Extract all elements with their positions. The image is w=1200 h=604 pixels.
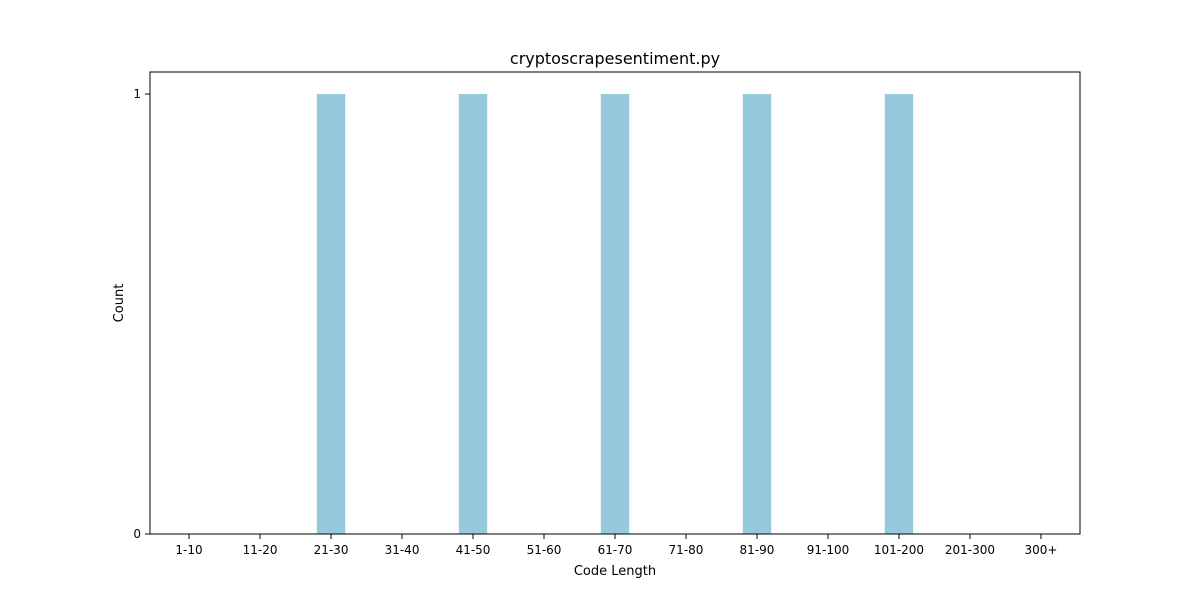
x-tick-label-21-30: 21-30 (314, 543, 349, 557)
bar-61-70 (600, 94, 630, 534)
y-axis-label: Count (112, 284, 127, 323)
x-tick-label-11-20: 11-20 (243, 543, 278, 557)
y-axis-ticks: 01 (133, 87, 150, 541)
x-tick-label-71-80: 71-80 (669, 543, 704, 557)
y-tick-label-1: 1 (133, 87, 141, 101)
x-tick-label-300+: 300+ (1024, 543, 1057, 557)
y-tick-label-0: 0 (133, 527, 141, 541)
bar-101-200 (884, 94, 914, 534)
x-tick-label-51-60: 51-60 (527, 543, 562, 557)
chart-title: cryptoscrapesentiment.py (510, 49, 720, 68)
x-tick-label-1-10: 1-10 (175, 543, 202, 557)
x-tick-label-91-100: 91-100 (807, 543, 850, 557)
bars-layer (316, 94, 914, 534)
x-tick-label-61-70: 61-70 (598, 543, 633, 557)
bar-81-90 (742, 94, 772, 534)
x-tick-label-101-200: 101-200 (874, 543, 924, 557)
x-tick-label-201-300: 201-300 (945, 543, 995, 557)
x-tick-label-31-40: 31-40 (385, 543, 420, 557)
bar-41-50 (458, 94, 488, 534)
x-axis-ticks: 1-10 11-20 21-30 31-40 41-50 51-60 61-70 71-80 8… (175, 534, 1057, 557)
x-axis-label: Code Length (574, 564, 656, 579)
bar-21-30 (316, 94, 346, 534)
x-tick-label-41-50: 41-50 (456, 543, 491, 557)
x-tick-label-81-90: 81-90 (740, 543, 775, 557)
